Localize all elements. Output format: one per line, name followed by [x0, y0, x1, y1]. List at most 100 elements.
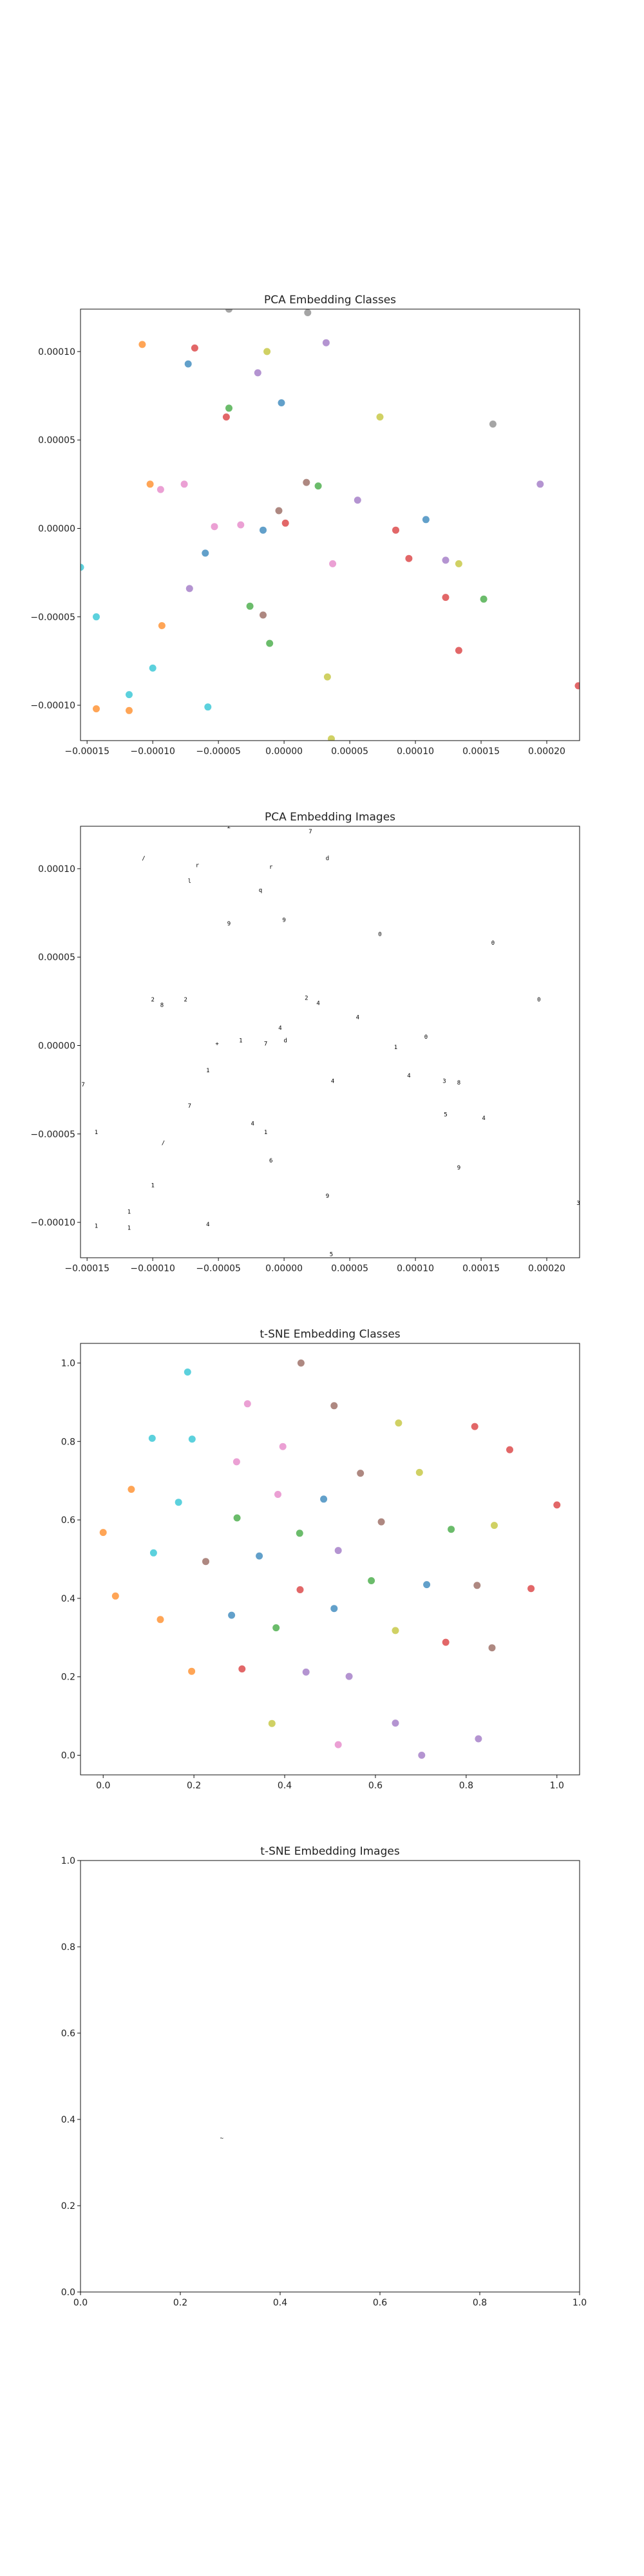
x-tick-label: 0.4: [278, 1781, 292, 1791]
y-tick-label: −0.00005: [30, 612, 75, 623]
data-point: [368, 1577, 375, 1584]
data-point: [126, 691, 133, 699]
x-tick-label: 0.6: [373, 2298, 387, 2308]
chart-title: PCA Embedding Images: [265, 811, 395, 824]
digit-thumbnail: 1: [239, 1037, 242, 1044]
digit-thumbnail: 7: [264, 1041, 267, 1048]
data-point: [211, 523, 218, 531]
plot-frame: [80, 308, 580, 741]
data-point: [455, 647, 462, 654]
y-tick-label: 0.2: [61, 1672, 75, 1683]
data-point: [260, 611, 267, 619]
tsne-classes-panel: t-SNE Embedding Classes 0.0 0.2 0.4 0.6 0.8 1…: [61, 1328, 580, 1791]
digit-thumbnail: 2: [227, 824, 231, 830]
data-point: [329, 560, 337, 567]
data-point: [275, 507, 283, 515]
digit-thumbnail: 5: [444, 1112, 447, 1119]
data-point: [232, 1458, 240, 1466]
data-point: [93, 705, 100, 713]
data-point: [320, 1495, 328, 1503]
data-point: [263, 348, 271, 355]
data-point: [354, 497, 361, 504]
digit-thumbnail: 4: [251, 1121, 254, 1127]
digit-thumbnail: 7: [308, 829, 312, 835]
digit-thumbnail: d: [326, 855, 329, 862]
digit-thumbnail: 0: [424, 1034, 428, 1041]
digit-thumbnail: 2: [184, 997, 187, 1003]
data-point: [149, 664, 156, 672]
tsne-images-panel: t-SNE Embedding Images ~ 0.0 0.2 0.4 0.6 0.8…: [61, 1845, 587, 2308]
data-point: [475, 1735, 482, 1743]
digit-thumbnail: 5: [330, 1252, 333, 1258]
data-point: [128, 1486, 135, 1493]
chart-title: t-SNE Embedding Classes: [260, 1328, 400, 1341]
digit-thumbnail: 7: [81, 1082, 84, 1088]
data-point: [489, 421, 497, 428]
data-point: [146, 480, 154, 488]
x-tick-label: 0.00020: [528, 1264, 565, 1274]
digit-thumbnail: ~: [220, 2136, 224, 2142]
x-tick-label: 0.0: [73, 2298, 88, 2308]
x-tick-label: 0.00010: [397, 1264, 434, 1274]
data-point: [266, 639, 274, 647]
data-point: [272, 1624, 280, 1632]
x-tick-label: 1.0: [573, 2298, 587, 2308]
digit-thumbnail: 9: [457, 1165, 460, 1171]
data-point: [274, 1491, 281, 1498]
digit-thumbnail: 1: [128, 1225, 131, 1231]
x-tick-label: −0.00015: [64, 1264, 109, 1274]
x-tick-label: 0.00000: [265, 1264, 303, 1274]
data-point: [377, 1518, 385, 1526]
y-tick-label: 1.0: [61, 1856, 75, 1866]
pca-classes-points: [80, 309, 580, 741]
data-point: [423, 1581, 431, 1589]
x-tick-label: 0.8: [473, 2298, 487, 2308]
data-point: [357, 1470, 365, 1477]
x-tick-label: −0.00010: [130, 1264, 175, 1274]
data-point: [228, 1611, 236, 1619]
data-point: [268, 1719, 276, 1727]
data-point: [442, 556, 450, 564]
digit-thumbnail: /: [162, 1141, 165, 1147]
digit-thumbnail: /: [142, 855, 145, 862]
plot-frame: [80, 1860, 580, 2293]
data-point: [328, 735, 335, 741]
x-tick-label: 0.00015: [462, 1264, 500, 1274]
data-point: [225, 309, 232, 313]
x-tick-label: −0.00005: [196, 746, 241, 757]
data-point: [246, 602, 254, 610]
y-tick-label: 0.00005: [38, 952, 75, 963]
data-point: [323, 673, 331, 681]
digit-thumbnail: 4: [407, 1073, 410, 1079]
tsne-images-thumbnails: ~: [220, 2136, 224, 2142]
data-point: [80, 564, 84, 571]
x-tick-label: 0.00000: [265, 746, 303, 757]
data-point: [448, 1526, 455, 1533]
data-point: [296, 1586, 304, 1593]
digit-thumbnail: 4: [206, 1222, 209, 1228]
data-point: [281, 519, 289, 527]
data-point: [330, 1402, 338, 1410]
x-tick-label: 0.00015: [462, 746, 500, 757]
data-point: [376, 413, 384, 421]
data-point: [473, 1582, 481, 1589]
y-tick-label: 0.00010: [38, 864, 75, 875]
data-point: [225, 404, 232, 412]
data-point: [418, 1752, 426, 1759]
digit-thumbnail: d: [283, 1037, 287, 1044]
data-point: [296, 1530, 303, 1537]
y-tick-label: 0.8: [61, 1942, 75, 1953]
digit-thumbnail: 2: [151, 997, 154, 1003]
data-point: [184, 1368, 191, 1376]
data-point: [188, 1435, 196, 1443]
data-point: [278, 399, 285, 406]
digit-thumbnail: 0: [491, 940, 495, 947]
data-point: [455, 560, 462, 567]
data-point: [188, 1667, 196, 1675]
plot-frame: [80, 1343, 580, 1776]
data-point: [405, 554, 413, 562]
y-tick-label: 0.6: [61, 2029, 75, 2039]
chart-title: t-SNE Embedding Images: [260, 1845, 400, 1858]
digit-thumbnail: r: [269, 864, 273, 871]
